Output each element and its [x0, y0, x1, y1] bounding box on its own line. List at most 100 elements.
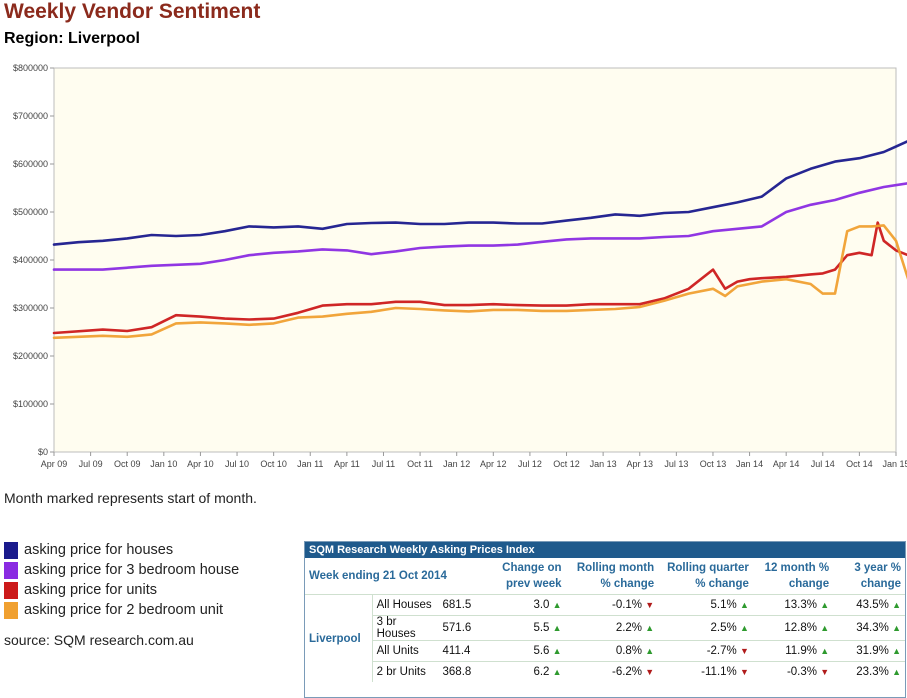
- legend-label: asking price for 2 bedroom unit: [24, 602, 224, 618]
- legend-item: asking price for houses: [4, 540, 239, 560]
- table-header-row: Week ending 21 Oct 2014 Change on prev we…: [305, 558, 905, 595]
- page-subtitle: Region: Liverpool: [4, 30, 140, 47]
- y-tick-label: $100000: [13, 399, 48, 409]
- change-cell: -2.7% ▼: [658, 640, 753, 662]
- x-tick-label: Jul 14: [811, 459, 835, 469]
- asking-prices-table: Week ending 21 Oct 2014 Change on prev we…: [305, 558, 905, 682]
- change-cell: 5.1% ▲: [658, 594, 753, 616]
- change-cell: -11.1% ▼: [658, 661, 753, 682]
- change-value: 5.6: [533, 645, 553, 657]
- asking-prices-index-panel: SQM Research Weekly Asking Prices Index …: [304, 541, 906, 698]
- x-tick-label: Oct 10: [260, 459, 287, 469]
- row-label: 3 br Houses: [372, 615, 439, 641]
- down-arrow-icon: ▼: [645, 667, 655, 677]
- change-cell: 13.3% ▲: [752, 594, 834, 616]
- page-title: Weekly Vendor Sentiment: [4, 0, 261, 23]
- up-arrow-icon: ▲: [739, 623, 749, 633]
- chart-legend: asking price for houses asking price for …: [4, 540, 239, 620]
- y-tick-label: $500000: [13, 207, 48, 217]
- table-row: 3 br Houses 571.6 5.5 ▲ 2.2% ▲ 2.5% ▲ 12.8% ▲…: [305, 615, 905, 641]
- up-arrow-icon: ▲: [820, 600, 830, 610]
- up-arrow-icon: ▲: [892, 623, 901, 633]
- legend-label: asking price for 3 bedroom house: [24, 562, 240, 578]
- legend-swatch: [4, 541, 18, 559]
- change-value: 2.5%: [710, 622, 740, 634]
- source-text: source: SQM research.com.au: [4, 632, 194, 648]
- x-tick-label: Apr 13: [626, 459, 653, 469]
- down-arrow-icon: ▼: [820, 667, 830, 677]
- change-cell: 31.9% ▲: [833, 640, 905, 662]
- change-value: 6.2: [533, 666, 553, 678]
- change-value: -2.7%: [706, 645, 740, 657]
- x-tick-label: Apr 09: [41, 459, 68, 469]
- y-tick-label: $300000: [13, 303, 48, 313]
- x-tick-label: Jan 13: [590, 459, 617, 469]
- month-note: Month marked represents start of month.: [4, 490, 257, 506]
- x-tick-label: Oct 14: [846, 459, 873, 469]
- up-arrow-icon: ▲: [820, 646, 830, 656]
- x-tick-label: Jan 14: [736, 459, 763, 469]
- y-tick-label: $800000: [13, 63, 48, 73]
- down-arrow-icon: ▼: [739, 667, 749, 677]
- change-value: -11.1%: [701, 666, 740, 678]
- legend-swatch: [4, 561, 18, 579]
- row-index-value: 681.5: [438, 594, 480, 616]
- change-cell: -0.1% ▼: [565, 594, 659, 616]
- legend-label: asking price for houses: [24, 542, 174, 558]
- series-line-4: [52, 224, 907, 340]
- up-arrow-icon: ▲: [645, 646, 655, 656]
- down-arrow-icon: ▼: [739, 646, 749, 656]
- up-arrow-icon: ▲: [552, 623, 562, 633]
- column-header: Rolling quarter % change: [667, 562, 749, 590]
- change-value: 11.9%: [785, 645, 821, 657]
- row-label: All Units: [372, 640, 439, 662]
- sentiment-line-chart: $0 $100000 $200000 $300000 $400000 $500000 $60…: [13, 63, 907, 469]
- change-value: 2.2%: [615, 622, 646, 634]
- column-header: 12 month % change: [764, 562, 830, 590]
- x-tick-label: Apr 12: [480, 459, 507, 469]
- change-value: -6.2%: [611, 666, 646, 678]
- plot-area: [53, 67, 897, 453]
- series-line-1: [52, 140, 907, 246]
- change-cell: -0.3% ▼: [752, 661, 834, 682]
- row-index-value: 368.8: [438, 661, 480, 682]
- change-value: 0.8%: [615, 645, 646, 657]
- up-arrow-icon: ▲: [645, 623, 655, 633]
- y-tick-label: $0: [38, 447, 48, 457]
- change-value: 5.1%: [710, 599, 740, 611]
- change-cell: 43.5% ▲: [833, 594, 905, 616]
- up-arrow-icon: ▲: [552, 667, 562, 677]
- x-tick-label: Apr 10: [187, 459, 214, 469]
- table-row: Liverpool All Houses 681.5 3.0 ▲ -0.1% ▼ 5.1%…: [305, 594, 905, 682]
- column-header: Rolling month % change: [576, 562, 655, 590]
- up-arrow-icon: ▲: [739, 600, 749, 610]
- change-value: 23.3%: [856, 666, 893, 678]
- series-line-2: [52, 182, 907, 271]
- index-panel-heading: SQM Research Weekly Asking Prices Index: [305, 542, 905, 558]
- x-tick-label: Jul 12: [518, 459, 542, 469]
- change-cell: 12.8% ▲: [752, 615, 834, 641]
- up-arrow-icon: ▲: [892, 646, 901, 656]
- change-cell: 11.9% ▲: [752, 640, 834, 662]
- change-value: 3.0: [533, 599, 553, 611]
- up-arrow-icon: ▲: [892, 600, 901, 610]
- change-value: 5.5: [533, 622, 553, 634]
- column-header: 3 year % change: [854, 562, 901, 590]
- legend-item: asking price for units: [4, 580, 239, 600]
- x-tick-label: Jan 10: [150, 459, 177, 469]
- x-tick-label: Jul 09: [79, 459, 103, 469]
- x-tick-label: Oct 13: [700, 459, 727, 469]
- change-value: -0.3%: [786, 666, 821, 678]
- change-value: 34.3%: [856, 622, 893, 634]
- legend-item: asking price for 2 bedroom unit: [4, 600, 239, 620]
- table-row: All Units 411.4 5.6 ▲ 0.8% ▲ -2.7% ▼ 11.9% ▲ 3…: [305, 640, 905, 662]
- table-row: 2 br Units 368.8 6.2 ▲ -6.2% ▼ -11.1% ▼ -0.3%…: [305, 661, 905, 682]
- week-ending-label: Week ending 21 Oct 2014: [309, 570, 447, 582]
- up-arrow-icon: ▲: [892, 667, 901, 677]
- x-tick-label: Jan 12: [443, 459, 470, 469]
- change-cell: 23.3% ▲: [833, 661, 905, 682]
- region-cell: Liverpool: [305, 594, 373, 682]
- change-cell: 0.8% ▲: [565, 640, 659, 662]
- column-header: Change on prev week: [502, 562, 562, 590]
- change-value: 12.8%: [784, 622, 821, 634]
